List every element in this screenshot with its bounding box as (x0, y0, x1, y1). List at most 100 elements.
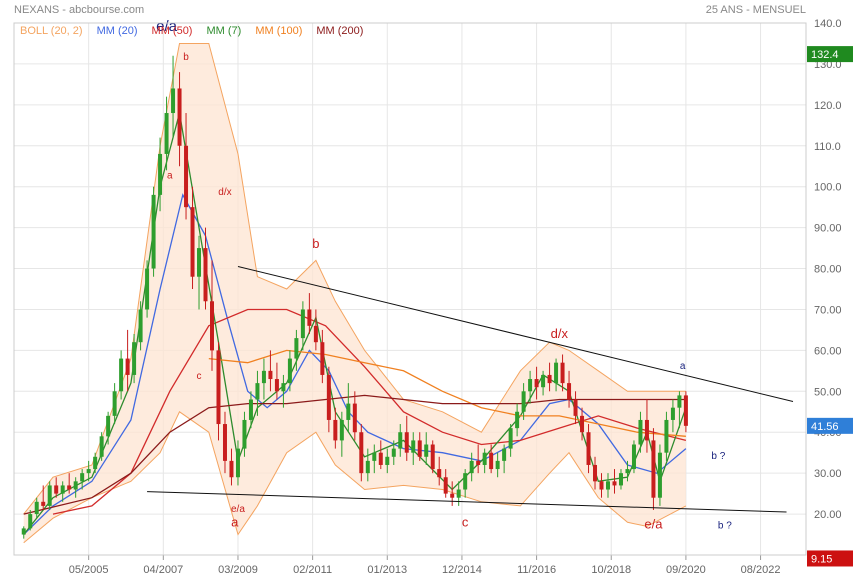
candle (287, 350, 292, 392)
y-tick-label: 100.0 (814, 182, 842, 194)
chart-period: 25 ANS - MENSUEL (706, 4, 806, 16)
legend-item: BOLL (20, 2) (20, 25, 83, 37)
trendline (147, 491, 787, 513)
candle (190, 186, 195, 289)
candle (398, 424, 403, 457)
candle (229, 448, 234, 486)
candle (281, 374, 286, 408)
candle (651, 428, 656, 510)
candle (443, 469, 448, 498)
plot-frame (13, 22, 807, 556)
y-tick-label: 20.00 (814, 509, 842, 521)
candle (300, 301, 305, 351)
candle (28, 509, 33, 531)
candle (34, 497, 39, 519)
candle (242, 411, 247, 457)
y-tick-label: 50.00 (814, 386, 842, 398)
candle (60, 481, 65, 502)
x-tick-label: 12/2014 (442, 564, 482, 576)
wave-label: e/a (231, 504, 245, 515)
series-line-mm-100 (208, 349, 686, 437)
x-tick-label: 11/2016 (517, 564, 556, 576)
candle (593, 456, 598, 490)
candle (93, 452, 98, 474)
candle (625, 460, 630, 482)
x-tick-label: 02/2011 (293, 564, 332, 576)
x-tick-label: 03/2009 (218, 564, 258, 576)
candle (255, 370, 260, 416)
wave-label: d/x (218, 187, 231, 198)
candle (177, 72, 182, 167)
candle (404, 415, 409, 461)
candle (631, 440, 636, 474)
chart-title: NEXANS - abcbourse.com (14, 4, 144, 16)
price-badge (807, 417, 853, 434)
y-tick-label: 90.00 (814, 223, 842, 235)
candle (495, 452, 500, 478)
wave-label: a (167, 171, 173, 182)
wave-label: b (312, 236, 319, 251)
axes: 10.0020.0030.0040.0050.0060.0070.0080.00… (13, 18, 842, 576)
candle (294, 329, 299, 371)
candle (359, 424, 364, 482)
legend-item: MM (100) (255, 25, 302, 37)
legend-item: MM (50) (152, 25, 193, 37)
series-line-mm-50 (52, 308, 687, 515)
candle (670, 399, 675, 433)
candle (618, 469, 623, 490)
candle (197, 235, 202, 310)
candle (547, 362, 552, 392)
candle (164, 96, 169, 171)
candle (248, 391, 253, 429)
series-line-mm-200 (23, 394, 686, 515)
candle (320, 329, 325, 384)
wave-label: c (197, 371, 202, 382)
x-tick-label: 10/2018 (591, 564, 631, 576)
candle (541, 370, 546, 396)
trendline (237, 266, 794, 403)
candle (352, 391, 357, 441)
candles (21, 55, 688, 539)
legend: BOLL (20, 2) MM (20) MM (50) MM (7) MM (100)… (20, 25, 363, 37)
header: NEXANS - abcbourse.com 25 ANS - MENSUEL (14, 4, 806, 16)
candle (365, 448, 370, 482)
candle (21, 526, 26, 539)
y-tick-label: 80.00 (814, 264, 842, 276)
candle (606, 473, 610, 498)
legend-item: MM (20) (97, 25, 138, 37)
candle (235, 440, 240, 486)
price-badge-label: 9.15 (811, 553, 832, 565)
candle (171, 55, 176, 138)
wave-label: c (462, 514, 469, 529)
candle (554, 358, 559, 392)
y-tick-label: 70.00 (814, 304, 842, 316)
candle (482, 448, 487, 474)
candle (385, 448, 390, 474)
price-badge (807, 550, 853, 567)
candle (417, 432, 422, 461)
candle (638, 411, 643, 453)
candle (437, 456, 442, 486)
wave-label: e/a (644, 516, 663, 531)
candle (261, 358, 266, 400)
candle (41, 485, 46, 510)
candle (203, 227, 208, 310)
trendlines (147, 266, 794, 513)
wave-label: b ? (711, 451, 725, 462)
y-tick-label: 120.0 (814, 100, 842, 112)
x-tick-label: 04/2007 (143, 564, 183, 576)
y-tick-label: 60.00 (814, 345, 842, 357)
candle (586, 424, 591, 474)
candle (125, 329, 130, 392)
y-tick-label: 110.0 (814, 141, 841, 153)
candle (521, 383, 526, 420)
x-tick-label: 09/2020 (666, 564, 706, 576)
bollinger-lower (23, 411, 687, 544)
y-tick-label: 140.0 (814, 18, 842, 30)
candle (313, 309, 318, 351)
candle (378, 440, 383, 470)
candle (677, 391, 682, 429)
x-tick-label: 01/2013 (367, 564, 407, 576)
